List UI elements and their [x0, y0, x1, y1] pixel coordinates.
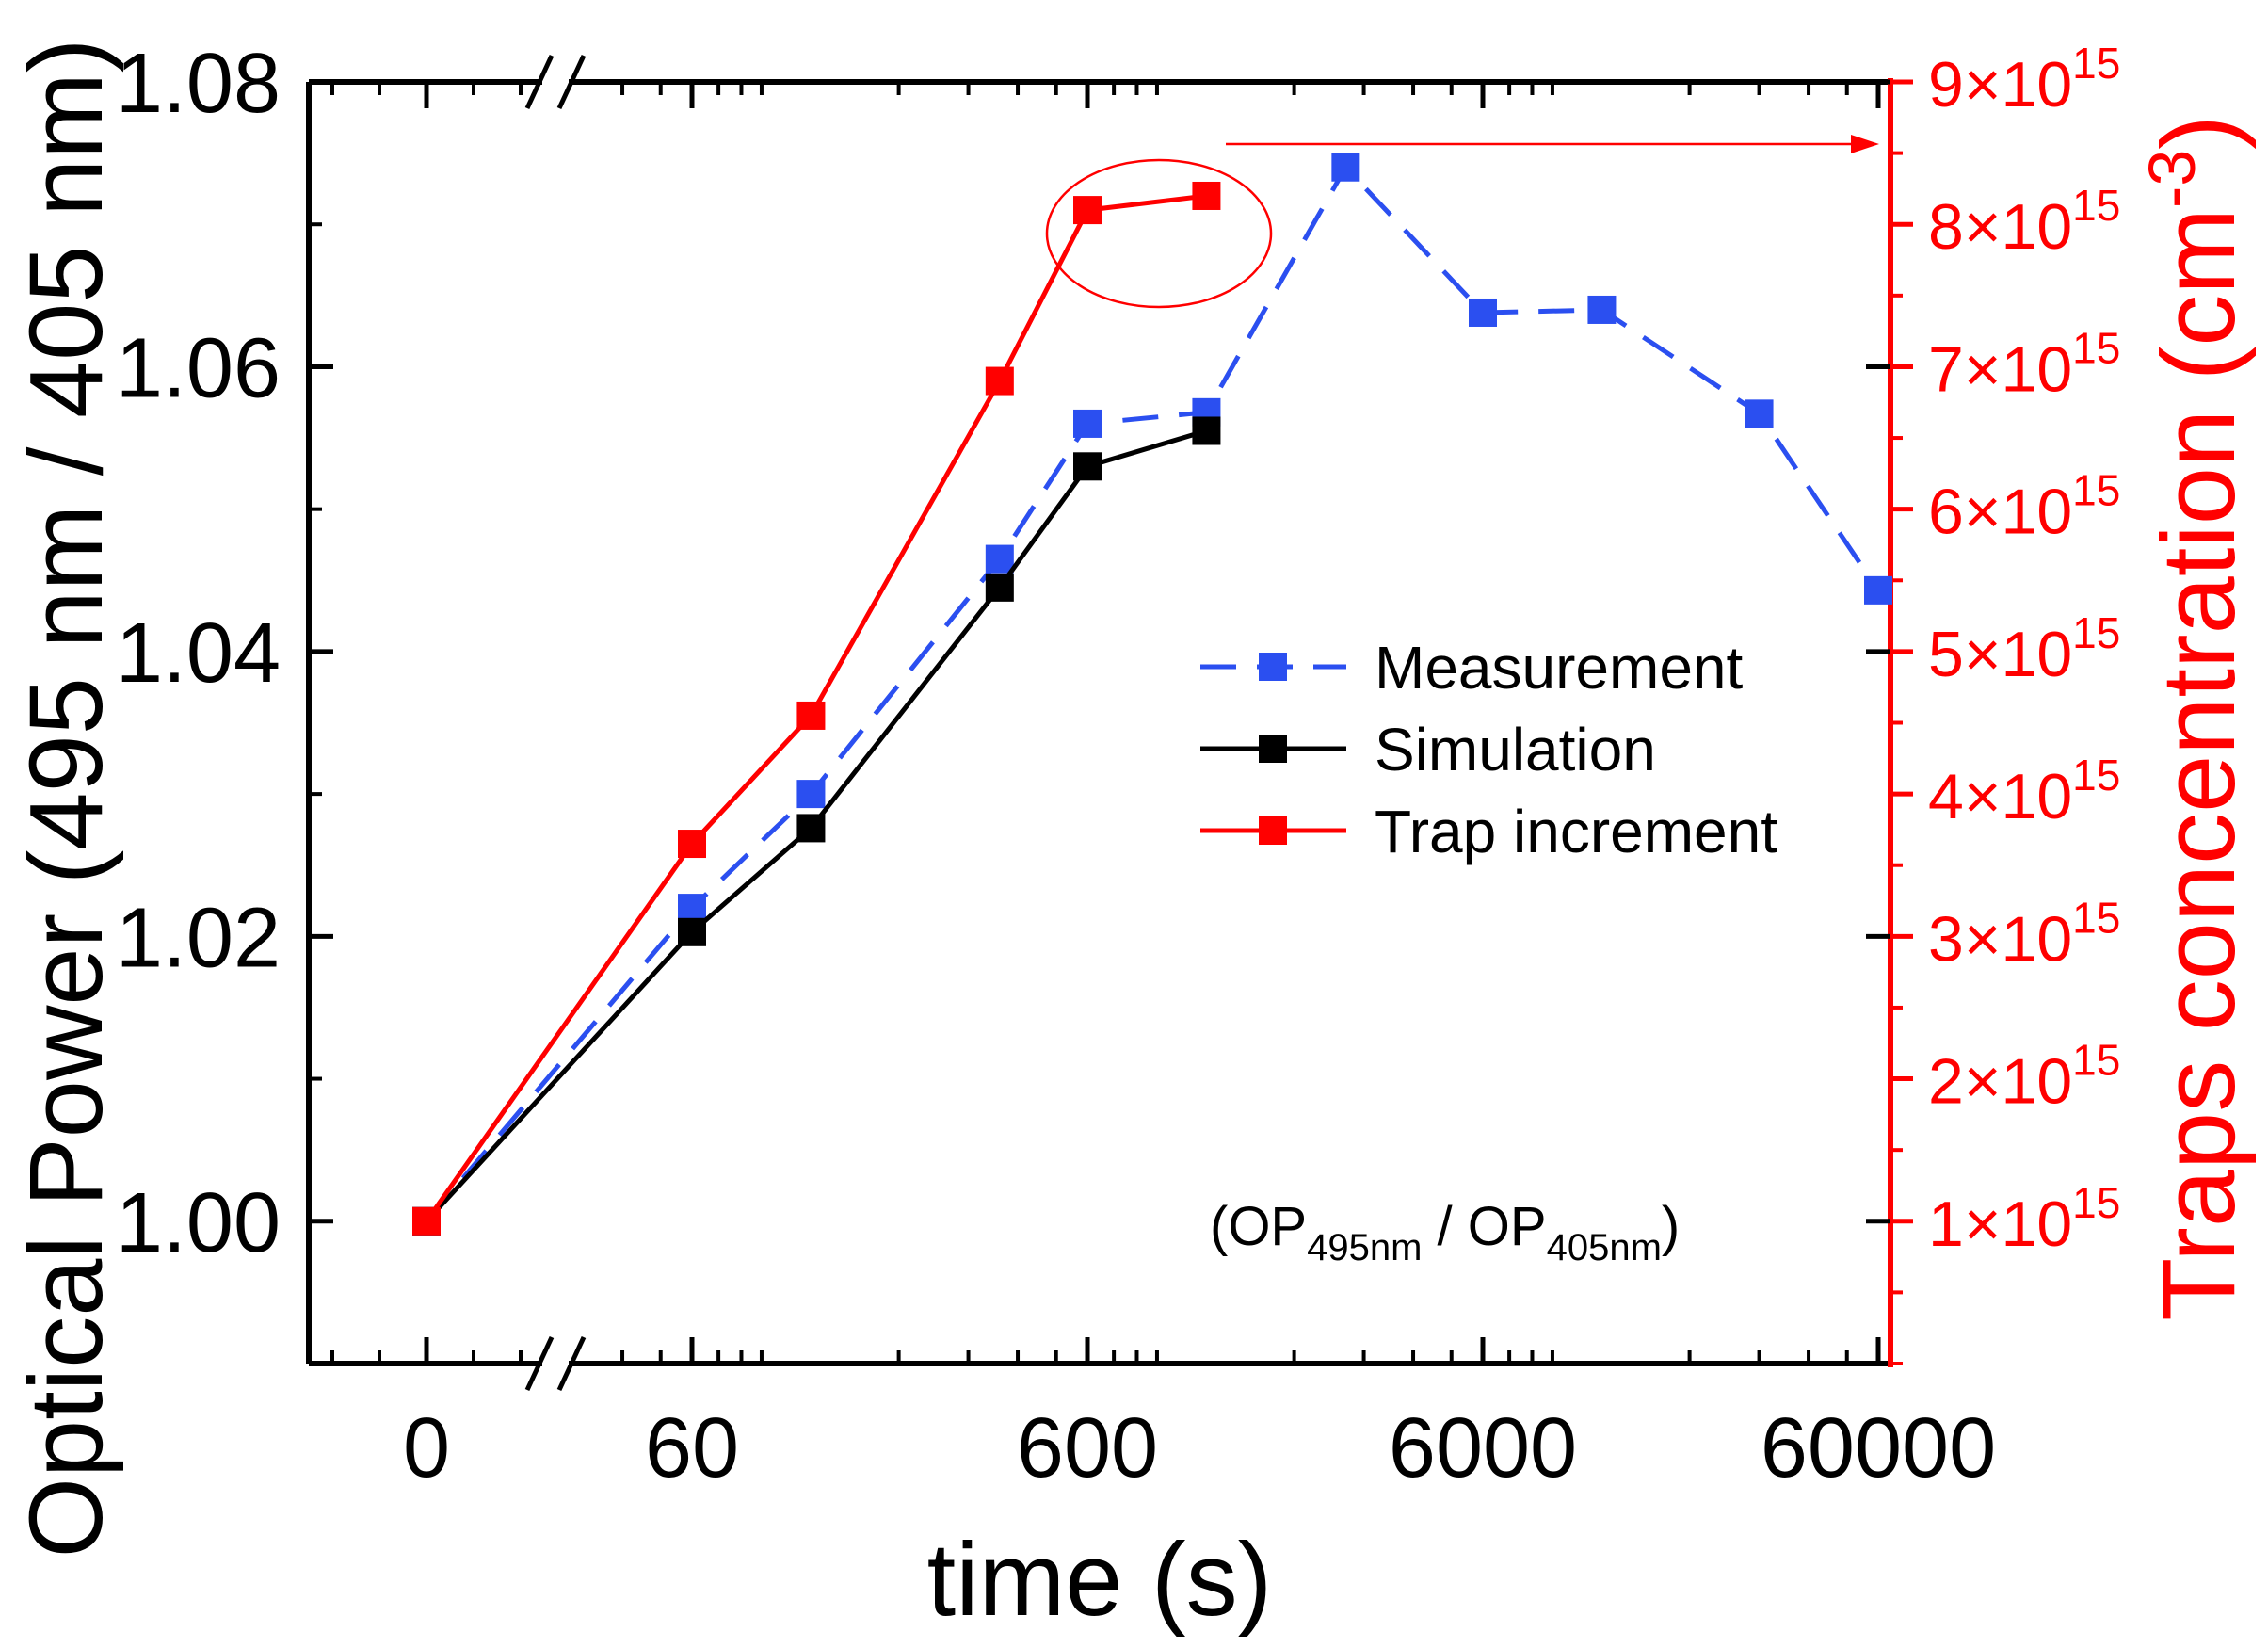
y-left-tick-label: 1.04	[116, 606, 281, 701]
trap-increment-point	[796, 701, 826, 730]
x-tick-label: 60	[645, 1401, 739, 1495]
measurement-point	[985, 544, 1014, 574]
axis-break-gap	[542, 1354, 569, 1373]
simulation-point	[678, 917, 706, 946]
y-right-tick-label: 3×1015	[1928, 893, 2120, 975]
axis-break-gap	[542, 73, 569, 91]
highlight-arrow-head	[1851, 135, 1879, 153]
measurement-point	[1469, 298, 1497, 327]
measurement-point	[1745, 399, 1774, 428]
legend-trap-increment-label: Trap increment	[1375, 798, 1777, 865]
ratio-annotation: (OP495nm / OP405nm)	[1210, 1196, 1680, 1268]
x-axis-title: time (s)	[927, 1522, 1273, 1638]
axis-break-mark	[556, 1335, 587, 1392]
simulation-point	[985, 573, 1014, 602]
y-right-tick-label: 7×1015	[1928, 323, 2120, 405]
measurement-point	[1073, 409, 1102, 438]
y-right-tick-label: 2×1015	[1928, 1036, 2120, 1118]
y-right-axis-title: Traps concentration (cm-3)	[2135, 115, 2257, 1321]
y-left-tick-label: 1.06	[116, 321, 281, 415]
y-right-tick-label: 5×1015	[1928, 608, 2120, 690]
y-left-tick-label: 1.00	[116, 1176, 281, 1270]
simulation-point	[796, 814, 826, 843]
y-right-tick-label: 6×1015	[1928, 466, 2120, 548]
simulation-point	[1192, 416, 1221, 445]
axis-break-mark	[524, 54, 555, 110]
y-right-tick-label: 9×1015	[1928, 39, 2120, 121]
measurement-point	[678, 894, 706, 923]
y-right-tick-label: 4×1015	[1928, 751, 2120, 832]
legend-simulation-label: Simulation	[1375, 716, 1656, 784]
y-right-tick-label: 1×1015	[1928, 1178, 2120, 1260]
measurement-point	[1587, 295, 1617, 324]
trap-increment-point	[678, 830, 706, 859]
axis-break-mark	[524, 1335, 555, 1392]
y-left-tick-label: 1.08	[116, 37, 281, 131]
y-left-tick-label: 1.02	[116, 891, 281, 985]
simulation-line	[425, 428, 1208, 1223]
x-tick-label: 0	[403, 1401, 450, 1495]
series-layer	[412, 135, 1892, 1236]
trap-increment-point	[1073, 196, 1102, 225]
trap-increment-point	[1192, 181, 1221, 210]
measurement-point	[1331, 153, 1360, 182]
legend-measurement-label: Measurement	[1375, 634, 1744, 702]
y-right-tick-label: 8×1015	[1928, 181, 2120, 263]
legend-trap-increment-marker	[1259, 816, 1287, 845]
trap-increment-point	[985, 366, 1014, 396]
labels-layer: 1.00 1.02 1.04 1.06 1.08 1×1015 2×1015 3×1015 4×…	[8, 37, 2257, 1638]
x-tick-label: 600	[1017, 1401, 1158, 1495]
legend-simulation-marker	[1259, 735, 1287, 763]
measurement-point	[796, 780, 826, 809]
axes-layer	[306, 54, 1913, 1392]
simulation-point	[1073, 452, 1102, 481]
axis-break-mark	[556, 54, 587, 110]
x-tick-label: 60000	[1761, 1401, 1996, 1495]
trap-increment-point	[412, 1206, 441, 1236]
x-tick-label: 6000	[1389, 1401, 1577, 1495]
highlight-ellipse	[1045, 158, 1273, 309]
trap-increment-line	[424, 193, 1207, 1223]
y-left-axis-title: Optical Power (495 nm / 405 nm)	[8, 38, 124, 1558]
legend-measurement-marker	[1259, 653, 1287, 681]
measurement-point	[1864, 575, 1892, 605]
